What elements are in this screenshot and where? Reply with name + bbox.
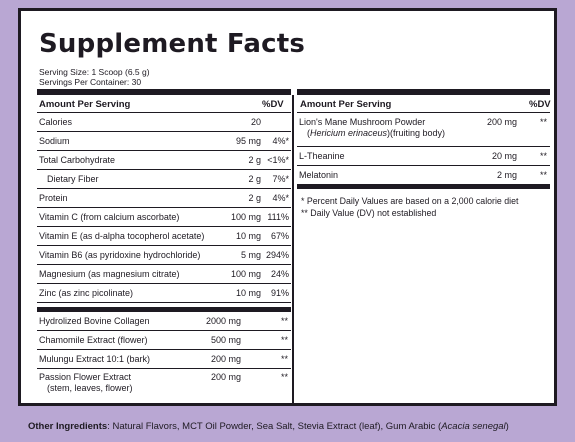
row-dv: 4%* [272, 193, 289, 203]
table-row: L-Theanine 20 mg ** [297, 147, 550, 166]
row-name: Magnesium (as magnesium citrate) [39, 269, 180, 279]
row-dv: 24% [270, 269, 289, 279]
table-row: Magnesium (as magnesium citrate) 100 mg 24… [37, 265, 291, 284]
footnotes: * Percent Daily Values are based on a 2,… [301, 195, 518, 219]
row-amount: 200 mg [486, 117, 517, 127]
right-dv-header: %DV [529, 99, 551, 110]
table-row: Dietary Fiber 2 g 7%* [37, 170, 291, 189]
row-amount: 200 mg [210, 372, 241, 382]
row-dv: 294% [265, 250, 289, 260]
row-name: Passion Flower Extract [39, 372, 132, 382]
row-name: Mulungu Extract 10:1 (bark) [39, 354, 151, 364]
row-amount: 200 mg [210, 354, 241, 364]
table-row: Total Carbohydrate 2 g <1%* [37, 151, 291, 170]
right-bottom-bar [297, 185, 550, 189]
row-dv: ** [539, 170, 547, 180]
right-thick-bar [297, 89, 550, 95]
table-row-passion-flower: Passion Flower Extract (stem, leaves, fl… [37, 369, 291, 397]
row-name: Dietary Fiber [47, 174, 99, 184]
serving-size: Serving Size: 1 Scoop (6.5 g) [39, 67, 150, 77]
row-dv: ** [280, 372, 288, 382]
row-dv: ** [539, 117, 547, 127]
row-dv: 4%* [272, 136, 289, 146]
row-dv: 91% [270, 288, 289, 298]
table-row: Mulungu Extract 10:1 (bark) 200 mg ** [37, 350, 291, 369]
row-amount: 20 mg [491, 151, 517, 161]
other-ingredients-latin: Acacia senegal [441, 421, 506, 432]
other-ingredients-close: ) [505, 421, 509, 432]
column-divider [292, 95, 294, 405]
row-name: Lion's Mane Mushroom Powder [299, 117, 426, 127]
row-name: Vitamin E (as d-alpha tocopherol acetate… [39, 231, 205, 241]
row-amount: 2 g [248, 193, 261, 203]
row-dv: 67% [270, 231, 289, 241]
table-row: Melatonin 2 mg ** [297, 166, 550, 185]
row-name: Calories [39, 117, 73, 127]
table-row: Zinc (as zinc picolinate) 10 mg 91% [37, 284, 291, 303]
table-row: Vitamin C (from calcium ascorbate) 100 mg… [37, 208, 291, 227]
left-dv-header: %DV [262, 99, 284, 110]
row-dv: ** [280, 335, 288, 345]
other-ingredients-text: : Natural Flavors, MCT Oil Powder, Sea S… [107, 421, 442, 432]
row-name: Vitamin B6 (as pyridoxine hydrochloride) [39, 250, 201, 260]
row-amount: 2 g [248, 174, 261, 184]
row-amount: 100 mg [230, 269, 261, 279]
supplement-facts-panel: Supplement Facts Serving Size: 1 Scoop (… [18, 8, 557, 406]
row-amount: 2000 mg [205, 316, 241, 326]
left-header-rule [37, 112, 291, 113]
row-amount: 20 [250, 117, 261, 127]
row-name: Protein [39, 193, 68, 203]
row-dv: ** [539, 151, 547, 161]
table-row: Chamomile Extract (flower) 500 mg ** [37, 331, 291, 350]
row-name: Hydrolized Bovine Collagen [39, 316, 150, 326]
row-name: Total Carbohydrate [39, 155, 116, 165]
row-amount: 2 g [248, 155, 261, 165]
row-amount: 95 mg [235, 136, 261, 146]
other-ingredients-label: Other Ingredients [28, 421, 108, 432]
row-name: Vitamin C (from calcium ascorbate) [39, 212, 180, 222]
row-name: Zinc (as zinc picolinate) [39, 288, 134, 298]
table-row: Sodium 95 mg 4%* [37, 132, 291, 151]
footnote-dv: * Percent Daily Values are based on a 2,… [301, 196, 519, 206]
left-amount-header: Amount Per Serving [39, 99, 131, 110]
row-amount: 10 mg [235, 288, 261, 298]
row-dv: 7%* [272, 174, 289, 184]
row-name-sub: (stem, leaves, flower) [47, 383, 133, 393]
row-dv: ** [280, 354, 288, 364]
row-amount: 100 mg [230, 212, 261, 222]
table-row: Vitamin E (as d-alpha tocopherol acetate… [37, 227, 291, 246]
row-name: Chamomile Extract (flower) [39, 335, 148, 345]
row-dv: ** [280, 316, 288, 326]
row-name-sub: (fruiting body) [390, 128, 446, 138]
table-row: Vitamin B6 (as pyridoxine hydrochloride)… [37, 246, 291, 265]
servings-per-container: Servings Per Container: 30 [39, 77, 142, 87]
left-thick-bar [37, 89, 291, 95]
row-name: L-Theanine [299, 151, 345, 161]
right-header-rule [297, 112, 550, 113]
row-name: Melatonin [299, 170, 339, 180]
row-amount: 10 mg [235, 231, 261, 241]
row-name: Sodium [39, 136, 70, 146]
serving-info: Serving Size: 1 Scoop (6.5 g) Servings P… [39, 67, 150, 87]
row-dv: 111% [267, 212, 289, 222]
other-ingredients: Other Ingredients: Natural Flavors, MCT … [28, 421, 509, 432]
panel-title: Supplement Facts [39, 29, 306, 59]
row-amount: 5 mg [240, 250, 261, 260]
footnote-not-established: ** Daily Value (DV) not established [301, 208, 437, 218]
table-row: Protein 2 g 4%* [37, 189, 291, 208]
table-row: Calories 20 [37, 113, 291, 132]
table-row: Hydrolized Bovine Collagen 2000 mg ** [37, 312, 291, 331]
row-amount: 500 mg [210, 335, 241, 345]
table-row-lions-mane: Lion's Mane Mushroom Powder (Hericium er… [297, 113, 550, 147]
left-mid-bar [37, 307, 291, 312]
right-amount-header: Amount Per Serving [300, 99, 392, 110]
row-amount: 2 mg [496, 170, 517, 180]
row-dv: <1%* [267, 155, 289, 165]
row-latin-name: Hericium erinaceus [310, 128, 388, 138]
